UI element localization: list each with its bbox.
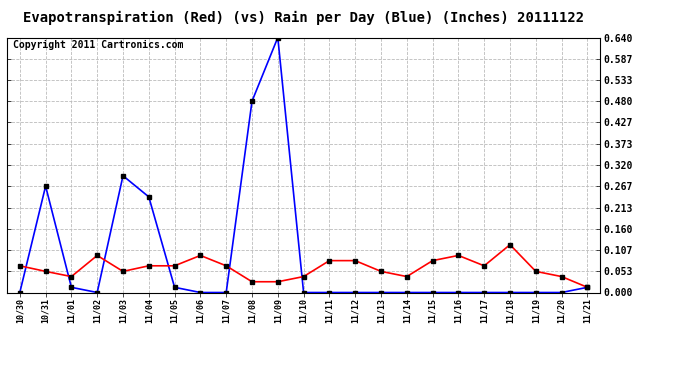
Text: Evapotranspiration (Red) (vs) Rain per Day (Blue) (Inches) 20111122: Evapotranspiration (Red) (vs) Rain per D… xyxy=(23,11,584,26)
Text: Copyright 2011 Cartronics.com: Copyright 2011 Cartronics.com xyxy=(13,40,184,50)
